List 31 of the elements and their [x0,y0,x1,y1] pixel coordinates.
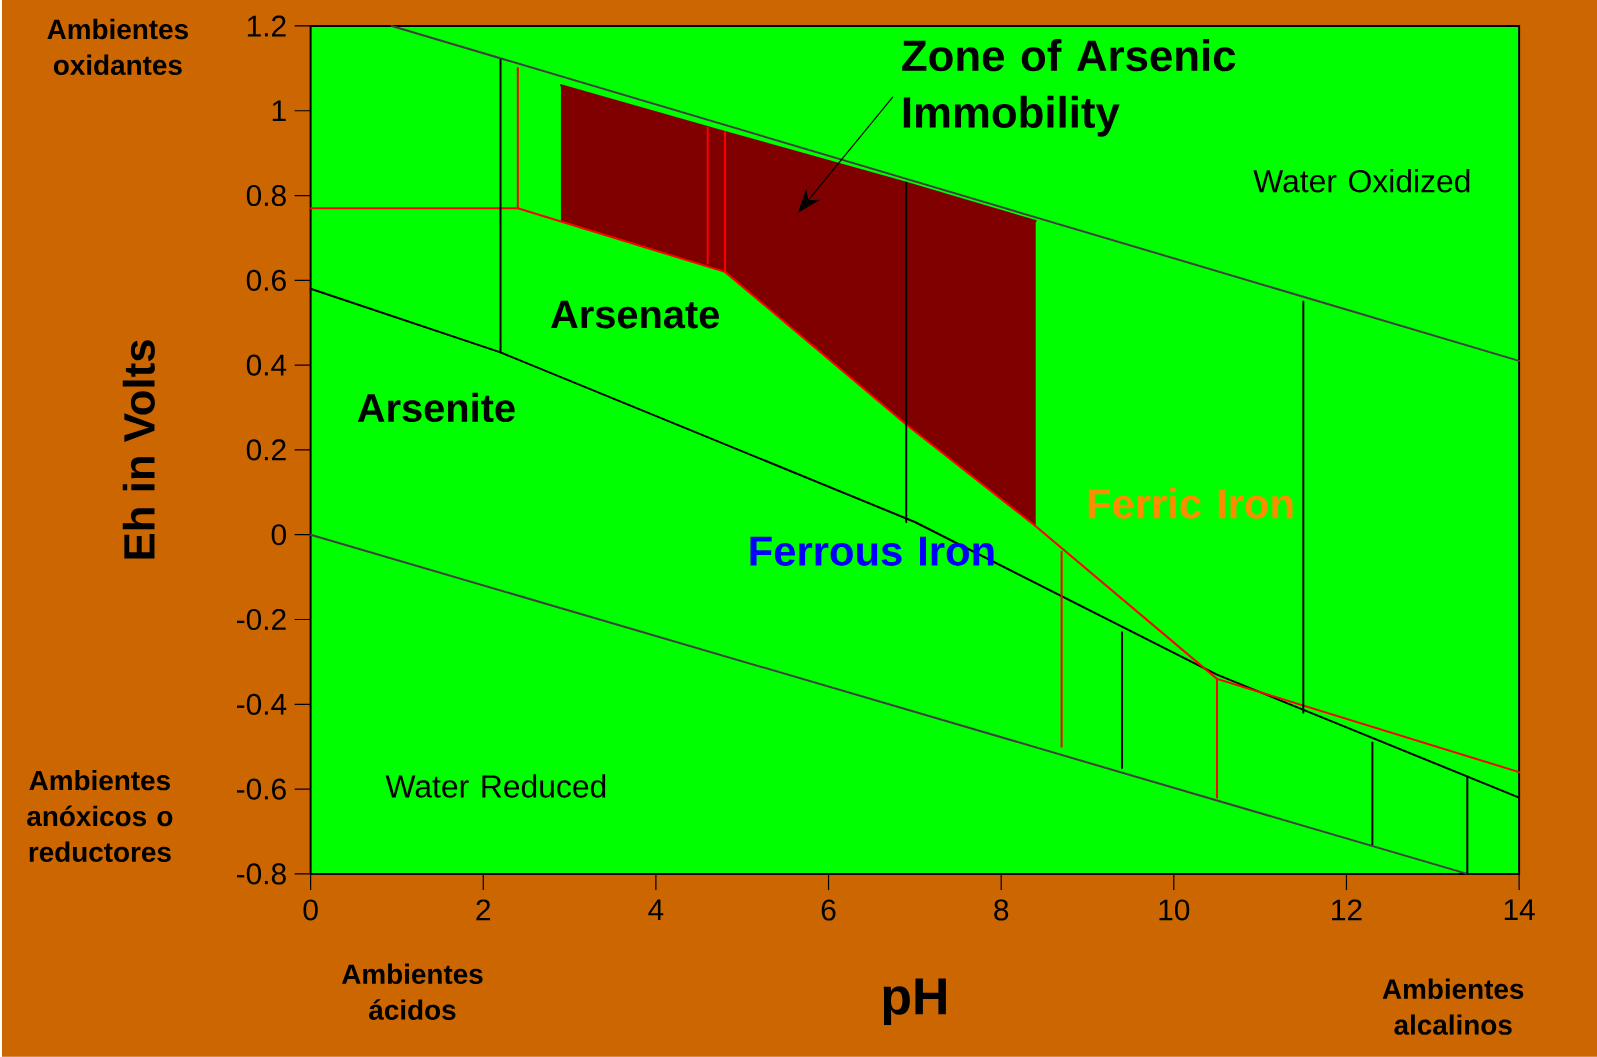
annotation: Ferric Iron [1088,488,1293,519]
x-tick-label: 6 [821,899,836,921]
y-tick-label: -0.6 [237,778,286,800]
y-tick-label: -0.4 [237,693,287,716]
annotation: Water Oxidized [1253,169,1470,193]
text: Ambientes oxidantes [47,18,188,76]
y-tick-label: 0 [271,524,286,546]
x-tick-label: 2 [476,899,491,921]
text: Ambientes alcalinos [1382,978,1524,1036]
x-tick-label: 10 [1159,899,1190,921]
annotation: Arsenite [357,393,515,423]
y-tick-label: 0.6 [246,269,286,292]
x-tick-label: 4 [648,899,664,921]
y-tick-label: 0.8 [246,185,286,207]
y-tick-label: -0.2 [237,609,286,631]
x-tick-label: 14 [1504,899,1535,921]
x-tick-label: 8 [994,899,1009,921]
y-tick-label: -0.8 [237,863,286,885]
y-tick-label: 0.2 [246,439,286,461]
y-tick-label: 1.2 [247,15,286,37]
text: Ambientes anóxicos o reductores [27,770,173,863]
y-axis-title: Eh in Volts [122,340,155,559]
x-axis-title: pH [883,978,946,1026]
annotation: Zone of Arsenic Immobility [902,39,1236,137]
x-tick-label: 0 [303,899,318,921]
text: Ambientes ácidos [341,963,483,1021]
annotation: Arsenate [551,300,719,329]
annotation: Water Reduced [385,774,606,798]
x-tick-label: 12 [1332,899,1362,921]
y-tick-label: 0.4 [246,354,287,376]
y-tick-label: 1 [272,100,286,122]
